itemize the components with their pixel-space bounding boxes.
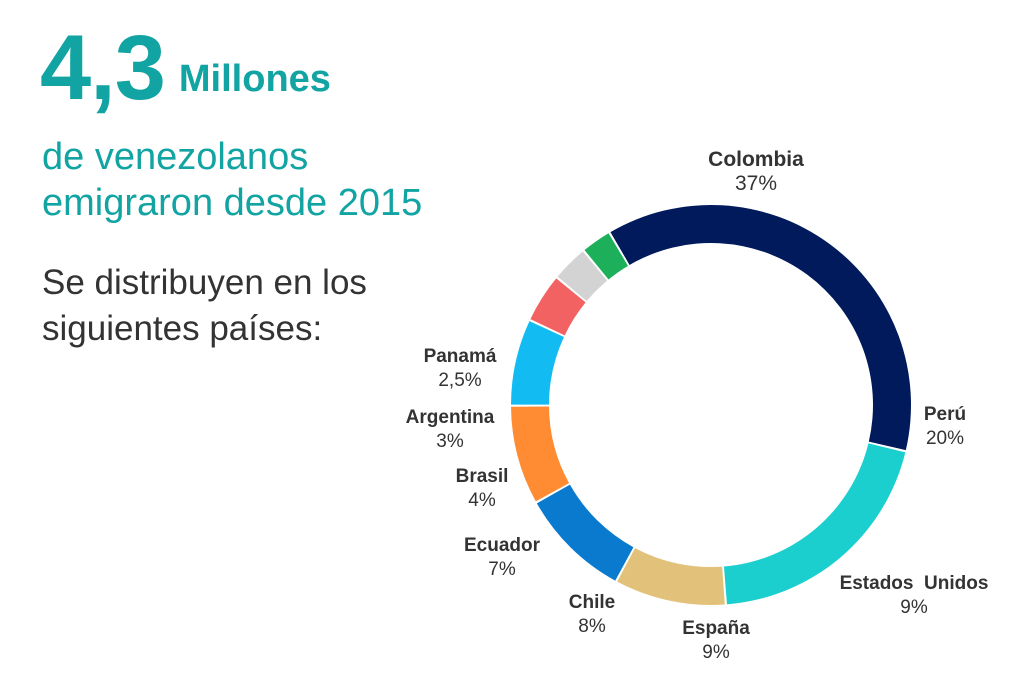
subtitle: de venezolanos emigraron desde 2015 bbox=[42, 134, 422, 226]
donut-slice-brasil bbox=[530, 278, 586, 336]
donut-slice-perú bbox=[723, 443, 906, 605]
slice-label-value: 37% bbox=[735, 172, 777, 195]
donut-slice-colombia bbox=[610, 205, 911, 451]
headline-number: 4,3 bbox=[40, 17, 166, 119]
slice-label-name: Colombia bbox=[708, 148, 804, 171]
donut-slice-chile bbox=[511, 406, 570, 502]
slice-label-name: Panamá bbox=[424, 346, 497, 367]
slice-label-name: Estados Unidos bbox=[840, 573, 989, 594]
slice-label-name: Argentina bbox=[406, 407, 495, 428]
donut-slice-españa bbox=[536, 484, 634, 581]
donut-slice-argentina bbox=[557, 251, 608, 302]
slice-label-value: 2,5% bbox=[438, 370, 481, 391]
description-line-2: siguientes países: bbox=[42, 309, 323, 348]
headline: 4,3 Millones bbox=[40, 22, 331, 114]
headline-unit: Millones bbox=[178, 58, 331, 100]
slice-label-name: Chile bbox=[569, 592, 615, 613]
slice-label-name: Ecuador bbox=[464, 535, 541, 556]
slice-label-value: 7% bbox=[488, 559, 516, 580]
description: Se distribuyen en los siguientes países: bbox=[42, 260, 367, 352]
donut-slice-estados-unidos bbox=[617, 548, 725, 605]
donut-slice-panamá bbox=[584, 233, 629, 280]
slice-label-value: 3% bbox=[436, 431, 464, 452]
slice-label-value: 8% bbox=[578, 616, 606, 637]
slice-label-name: Brasil bbox=[456, 466, 509, 487]
slice-label-name: Perú bbox=[924, 404, 966, 425]
subtitle-line-1: de venezolanos bbox=[42, 136, 309, 178]
description-line-1: Se distribuyen en los bbox=[42, 263, 367, 302]
donut-slice-ecuador bbox=[511, 321, 564, 405]
slice-label-value: 9% bbox=[702, 642, 730, 663]
slice-label-value: 20% bbox=[926, 428, 964, 449]
donut-slices bbox=[511, 205, 911, 605]
slice-label-value: 9% bbox=[900, 597, 928, 618]
slice-label-name: España bbox=[682, 618, 750, 639]
subtitle-line-2: emigraron desde 2015 bbox=[42, 182, 423, 224]
slice-label-value: 4% bbox=[468, 490, 496, 511]
